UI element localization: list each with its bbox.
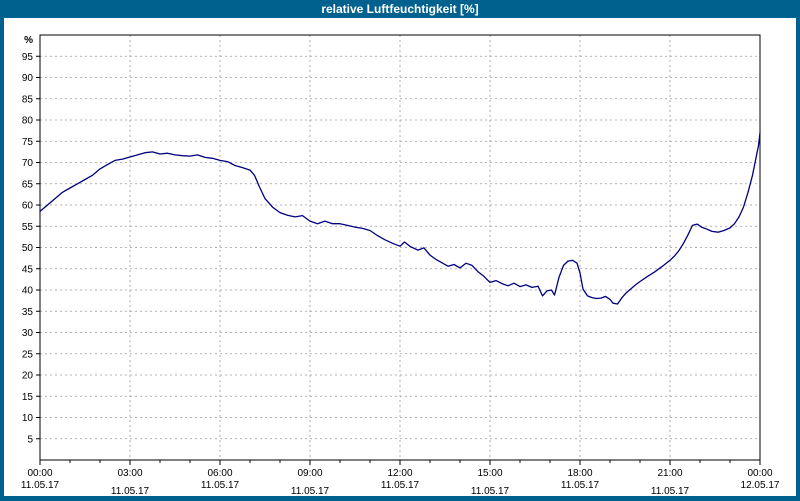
svg-text:5: 5 (27, 434, 33, 445)
svg-text:10: 10 (22, 413, 34, 424)
svg-text:00:00: 00:00 (27, 468, 52, 479)
svg-text:40: 40 (22, 286, 34, 297)
svg-text:45: 45 (22, 264, 34, 275)
svg-text:15: 15 (22, 392, 34, 403)
svg-text:11.05.17: 11.05.17 (201, 480, 240, 491)
svg-text:11.05.17: 11.05.17 (111, 486, 150, 496)
svg-text:03:00: 03:00 (117, 468, 142, 479)
svg-text:11.05.17: 11.05.17 (381, 480, 420, 491)
svg-text:11.05.17: 11.05.17 (21, 480, 60, 491)
svg-text:12:00: 12:00 (387, 468, 412, 479)
title-bar: relative Luftfeuchtigkeit [%] (0, 0, 800, 18)
svg-text:25: 25 (22, 349, 34, 360)
svg-text:85: 85 (22, 94, 34, 105)
svg-text:15:00: 15:00 (477, 468, 502, 479)
svg-text:18:00: 18:00 (567, 468, 592, 479)
svg-text:95: 95 (22, 52, 34, 63)
svg-text:11.05.17: 11.05.17 (651, 486, 690, 496)
svg-text:30: 30 (22, 328, 34, 339)
svg-text:%: % (24, 35, 33, 46)
svg-text:09:00: 09:00 (297, 468, 322, 479)
svg-text:21:00: 21:00 (657, 468, 682, 479)
svg-text:65: 65 (22, 179, 34, 190)
svg-text:11.05.17: 11.05.17 (471, 486, 510, 496)
svg-text:55: 55 (22, 222, 34, 233)
svg-text:35: 35 (22, 307, 34, 318)
svg-text:20: 20 (22, 371, 34, 382)
page-title: relative Luftfeuchtigkeit [%] (321, 2, 479, 16)
svg-text:11.05.17: 11.05.17 (561, 480, 600, 491)
svg-text:00:00: 00:00 (747, 468, 772, 479)
svg-text:11.05.17: 11.05.17 (291, 486, 330, 496)
svg-text:75: 75 (22, 137, 34, 148)
svg-text:06:00: 06:00 (207, 468, 232, 479)
svg-text:12.05.17: 12.05.17 (741, 480, 780, 491)
chart-panel: 5 10 15 20 25 30 35 40 45 50 55 60 65 70 75 80 85 90 95% 00… (4, 18, 796, 497)
humidity-chart: 5 10 15 20 25 30 35 40 45 50 55 60 65 70 75 80 85 90 95% 00… (21, 34, 780, 497)
svg-text:90: 90 (22, 73, 34, 84)
svg-text:50: 50 (22, 243, 34, 254)
svg-text:60: 60 (22, 201, 34, 212)
svg-text:70: 70 (22, 158, 34, 169)
svg-text:80: 80 (22, 116, 34, 127)
